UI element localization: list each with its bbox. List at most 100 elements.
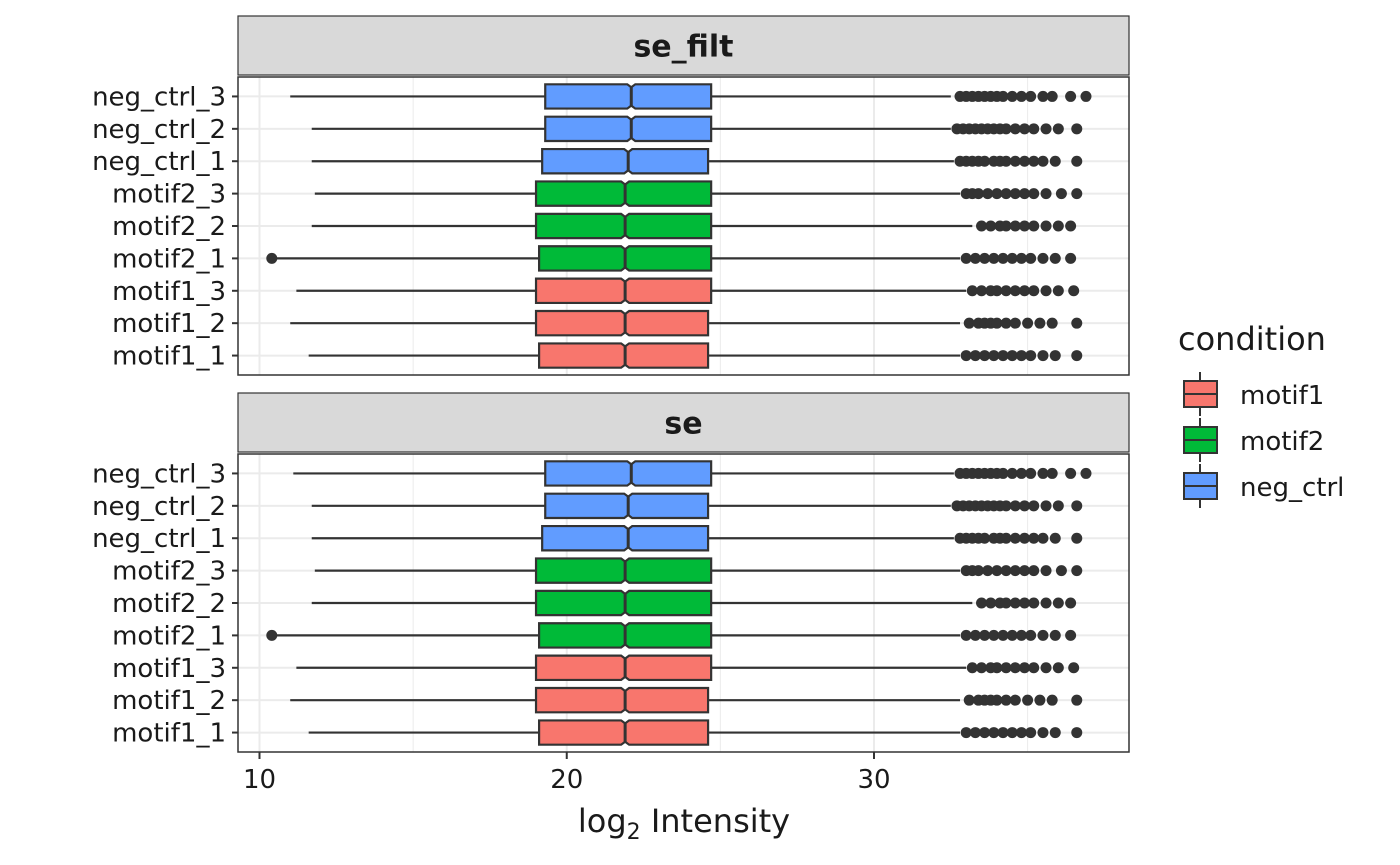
outlier-point <box>991 565 1003 577</box>
outlier-point <box>1019 285 1031 297</box>
outlier-point <box>1000 597 1012 609</box>
x-tick-label: 20 <box>550 765 583 795</box>
outlier-point <box>1080 467 1092 479</box>
outlier-point <box>1028 123 1040 135</box>
outlier-point <box>1006 467 1018 479</box>
outlier-point <box>1028 500 1040 512</box>
outlier-point <box>969 629 981 641</box>
outlier-point <box>988 252 1000 264</box>
outlier-point <box>963 694 975 706</box>
outlier-point <box>1065 467 1077 479</box>
box-neg_ctrl_2 <box>311 492 1083 520</box>
outlier-point <box>1046 694 1058 706</box>
outlier-point <box>1028 565 1040 577</box>
facet-strip-label: se <box>664 407 702 442</box>
outlier-point <box>1071 123 1083 135</box>
outlier-point <box>963 317 975 329</box>
box-body <box>534 309 710 337</box>
outlier-point <box>1040 188 1052 200</box>
outlier-point <box>1049 350 1061 362</box>
box-motif1_3 <box>296 277 1080 305</box>
outlier-point <box>1037 727 1049 739</box>
outlier-point <box>985 220 997 232</box>
outlier-point <box>997 467 1009 479</box>
outlier-point <box>1052 123 1064 135</box>
box-body <box>534 686 710 714</box>
facet-panel-se_filt: se_filt neg_ctrl_3neg_ctrl_2neg_ctrl_1mot… <box>92 15 1130 376</box>
outlier-point <box>1015 90 1027 102</box>
outlier-point <box>1025 90 1037 102</box>
box-neg_ctrl_1 <box>311 524 1083 552</box>
y-tick-label: motif2_1 <box>112 244 226 274</box>
outlier-point <box>972 565 984 577</box>
outlier-point <box>1071 317 1083 329</box>
outlier-point <box>1019 565 1031 577</box>
outlier-point <box>1065 220 1077 232</box>
box-motif2_2 <box>311 589 1077 617</box>
outlier-point <box>1071 532 1083 544</box>
outlier-point <box>1040 500 1052 512</box>
box-motif1_3 <box>296 654 1080 682</box>
box-body <box>544 83 713 110</box>
outlier-point <box>1025 467 1037 479</box>
box-body <box>534 654 713 682</box>
outlier-point <box>1052 597 1064 609</box>
outlier-point <box>1006 727 1018 739</box>
outlier-point <box>1000 155 1012 167</box>
outlier-point <box>988 350 1000 362</box>
outlier-point <box>969 350 981 362</box>
outlier-point <box>1046 317 1058 329</box>
outlier-point <box>1015 467 1027 479</box>
y-tick-label: motif1_1 <box>112 342 226 372</box>
y-tick-label: motif2_3 <box>112 557 226 587</box>
outlier-point <box>969 252 981 264</box>
y-tick-label: neg_ctrl_1 <box>92 524 226 554</box>
box-motif2_3 <box>314 557 1083 584</box>
outlier-point <box>997 629 1009 641</box>
outlier-point <box>1037 155 1049 167</box>
outlier-point <box>1028 532 1040 544</box>
box-motif1_1 <box>308 342 1083 369</box>
outlier-point <box>1009 694 1021 706</box>
outlier-point <box>1071 350 1083 362</box>
outlier-point <box>1006 252 1018 264</box>
outlier-point <box>982 565 994 577</box>
outlier-point <box>1049 155 1061 167</box>
outlier-point <box>979 532 991 544</box>
outlier-point <box>1052 220 1064 232</box>
outlier-point <box>960 350 972 362</box>
box-body <box>541 147 710 175</box>
outlier-point <box>1022 694 1034 706</box>
outlier-point <box>979 350 991 362</box>
y-tick-label: motif1_3 <box>112 654 226 684</box>
outlier-point <box>991 662 1003 674</box>
outlier-point <box>997 90 1009 102</box>
box-body <box>534 557 713 584</box>
outlier-point <box>988 727 1000 739</box>
outlier-point <box>266 252 278 264</box>
y-tick-label: motif1_2 <box>112 686 226 716</box>
outlier-point <box>1006 629 1018 641</box>
outlier-point <box>982 188 994 200</box>
outlier-point <box>1065 90 1077 102</box>
box-body <box>541 524 710 552</box>
outlier-point <box>1009 317 1021 329</box>
box-motif2_1 <box>266 622 1077 649</box>
legend-title: condition <box>1178 320 1326 358</box>
outlier-point <box>1000 532 1012 544</box>
y-tick-label: motif1_3 <box>112 277 226 307</box>
box-neg_ctrl_3 <box>293 460 1092 487</box>
outlier-point <box>1000 500 1012 512</box>
x-axis-title: log2 Intensity <box>578 802 790 845</box>
box-motif2_2 <box>311 212 1077 240</box>
outlier-point <box>1028 188 1040 200</box>
outlier-point <box>997 252 1009 264</box>
outlier-point <box>976 597 988 609</box>
box-body <box>534 212 713 240</box>
legend-label: neg_ctrl <box>1240 473 1344 503</box>
outlier-point <box>966 285 978 297</box>
outlier-point <box>1037 350 1049 362</box>
facet-strip-label: se_filt <box>633 30 733 65</box>
outlier-point <box>1000 565 1012 577</box>
